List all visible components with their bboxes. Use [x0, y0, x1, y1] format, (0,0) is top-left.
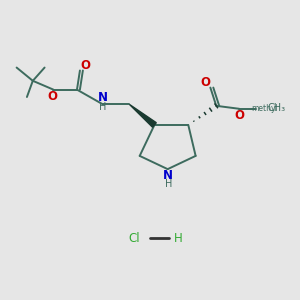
- Text: CH₃: CH₃: [268, 103, 286, 113]
- Text: H: H: [165, 179, 172, 189]
- Text: N: N: [163, 169, 173, 182]
- Text: methyl: methyl: [251, 104, 278, 113]
- Polygon shape: [129, 104, 156, 127]
- Text: Cl: Cl: [128, 232, 140, 245]
- Text: O: O: [200, 76, 210, 89]
- Text: H: H: [174, 232, 182, 245]
- Text: O: O: [47, 90, 57, 103]
- Text: O: O: [234, 109, 244, 122]
- Text: N: N: [98, 92, 108, 104]
- Text: H: H: [99, 102, 106, 112]
- Text: O: O: [80, 59, 90, 72]
